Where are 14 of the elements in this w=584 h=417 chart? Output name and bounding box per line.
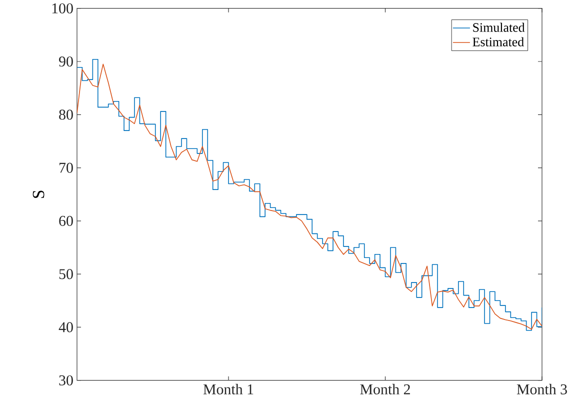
y-tick-label: 40 bbox=[58, 322, 73, 332]
x-tick-label: Month 2 bbox=[360, 384, 410, 394]
x-tick-label: Month 3 bbox=[516, 384, 567, 394]
legend-label: Simulated bbox=[473, 22, 525, 32]
y-axis-title: S bbox=[32, 190, 44, 198]
y-tick-label: 100 bbox=[52, 3, 73, 14]
legend-label: Estimated bbox=[472, 37, 524, 46]
x-tick-label: Month 1 bbox=[203, 384, 254, 394]
y-tick-label: 70 bbox=[60, 162, 73, 173]
y-tick-label: 60 bbox=[59, 216, 73, 226]
y-tick-label: 50 bbox=[59, 268, 73, 279]
y-tick-label: 30 bbox=[59, 375, 73, 386]
y-tick-label: 80 bbox=[59, 109, 73, 120]
y-tick-label: 90 bbox=[59, 56, 73, 66]
